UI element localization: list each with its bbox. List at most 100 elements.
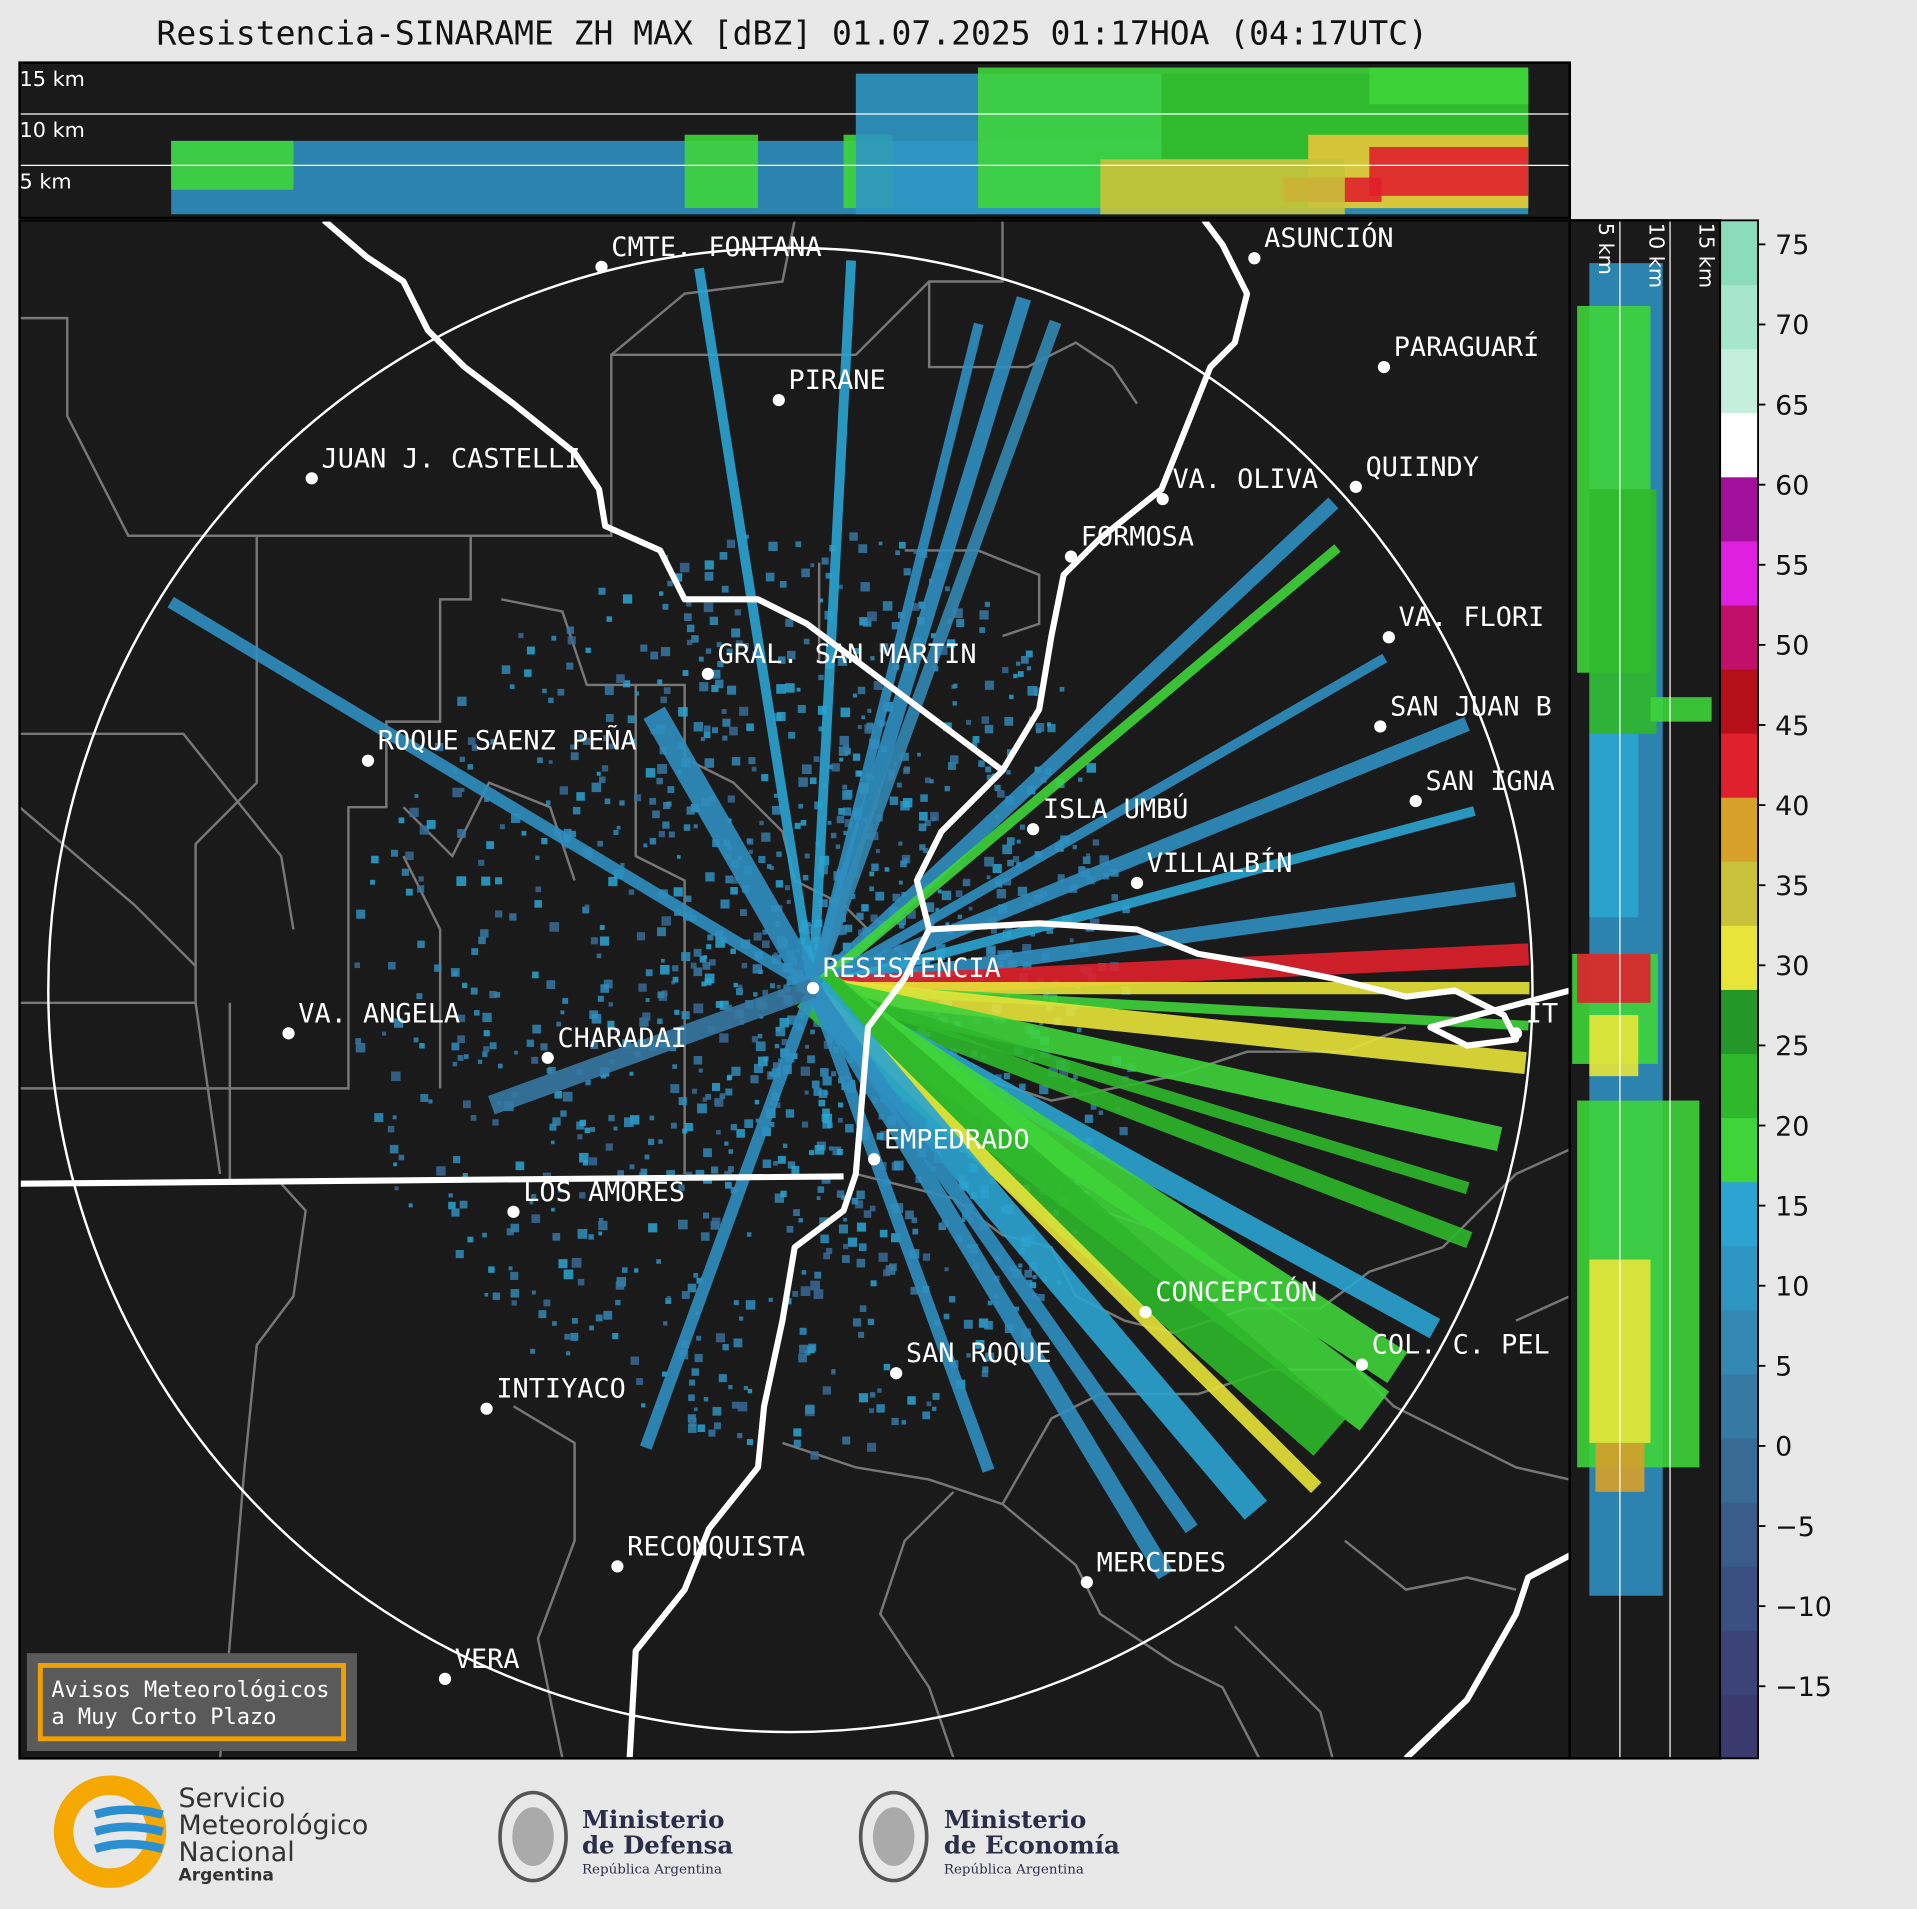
echo <box>801 1270 807 1275</box>
echo <box>754 1099 760 1105</box>
echo <box>718 1374 727 1383</box>
city-label: SAN IGNA <box>1426 766 1555 797</box>
echo <box>554 1090 563 1099</box>
echo <box>858 544 868 554</box>
echo <box>1073 1074 1078 1080</box>
colorbar-tick-label: 55 <box>1775 551 1809 582</box>
city-dot <box>868 1153 881 1166</box>
echo <box>841 1195 846 1200</box>
echo <box>794 822 801 829</box>
echo <box>746 1439 753 1446</box>
echo <box>721 585 729 593</box>
echo <box>693 948 702 957</box>
echo <box>451 1208 460 1217</box>
echo <box>816 1196 821 1200</box>
colorbar-band <box>1720 1566 1759 1631</box>
border <box>19 316 472 1090</box>
city-label: MERCEDES <box>1097 1547 1226 1578</box>
echo <box>501 665 511 674</box>
echo <box>987 1300 993 1306</box>
echo <box>807 1055 815 1064</box>
echo <box>858 1243 867 1252</box>
echo <box>687 1283 697 1293</box>
echo <box>1069 938 1074 943</box>
echo <box>777 1155 786 1164</box>
echo <box>731 757 741 766</box>
echo <box>997 790 1005 798</box>
echo <box>913 549 919 555</box>
echo <box>818 1089 828 1099</box>
echo <box>639 1017 649 1027</box>
echo <box>773 1160 778 1166</box>
top-frame <box>18 61 1572 220</box>
echo <box>984 1320 993 1330</box>
echo <box>982 1366 989 1373</box>
echo <box>705 872 715 882</box>
echo <box>852 1318 862 1327</box>
echo <box>863 618 872 627</box>
echo <box>808 1343 817 1352</box>
city-dot <box>1355 1358 1369 1371</box>
echo <box>600 984 609 993</box>
rivers <box>19 220 1570 1759</box>
echo <box>371 855 379 864</box>
echo <box>471 745 478 751</box>
echo <box>788 731 796 739</box>
echo <box>944 785 950 792</box>
echo <box>957 914 963 919</box>
echo <box>920 794 928 802</box>
echo <box>428 1099 433 1104</box>
city-dot <box>1382 631 1395 644</box>
echo <box>961 1218 966 1222</box>
echo-ray <box>807 319 1062 991</box>
echo <box>731 1066 741 1076</box>
echo <box>670 1122 677 1129</box>
echo <box>526 1039 535 1047</box>
logo-text: Ministerio <box>944 1805 1086 1834</box>
warning-text: a Muy Corto Plazo <box>51 1705 276 1730</box>
echo <box>840 707 851 718</box>
border <box>218 1182 576 1759</box>
echo <box>1032 1274 1037 1280</box>
echo <box>753 992 758 997</box>
echo <box>703 725 711 733</box>
echo <box>747 838 754 845</box>
echo <box>722 1344 729 1351</box>
echo <box>836 815 845 824</box>
city-dot <box>507 1205 520 1218</box>
echo <box>737 1401 748 1412</box>
echo <box>820 1234 829 1244</box>
echo <box>598 1220 608 1231</box>
echo <box>551 635 557 641</box>
height-label: 5 km <box>20 170 72 194</box>
echo <box>751 1036 759 1043</box>
echo <box>893 1160 904 1171</box>
logo-text: Ministerio <box>582 1805 724 1834</box>
echo <box>945 922 950 927</box>
echo <box>434 964 442 972</box>
echo <box>1035 722 1045 732</box>
echo <box>813 1289 824 1300</box>
echo <box>531 1194 537 1200</box>
echo <box>818 726 824 732</box>
echo <box>700 737 706 742</box>
echo <box>1019 1083 1026 1091</box>
echo <box>686 806 695 815</box>
echo <box>665 1298 672 1304</box>
echo <box>1006 837 1015 846</box>
echo <box>817 1186 825 1193</box>
colorbar-band <box>1720 1373 1759 1439</box>
city-dot <box>1374 720 1387 733</box>
echo <box>823 1252 831 1260</box>
echo <box>489 990 497 999</box>
echo <box>398 1154 405 1161</box>
city-dot <box>1156 492 1169 506</box>
echo <box>636 1378 643 1385</box>
echo <box>535 855 540 860</box>
echo <box>484 797 489 802</box>
echo <box>935 907 940 912</box>
echo <box>842 1436 851 1445</box>
city-label: EMPEDRADO <box>884 1124 1030 1155</box>
echo <box>714 679 724 689</box>
echo <box>972 736 980 743</box>
